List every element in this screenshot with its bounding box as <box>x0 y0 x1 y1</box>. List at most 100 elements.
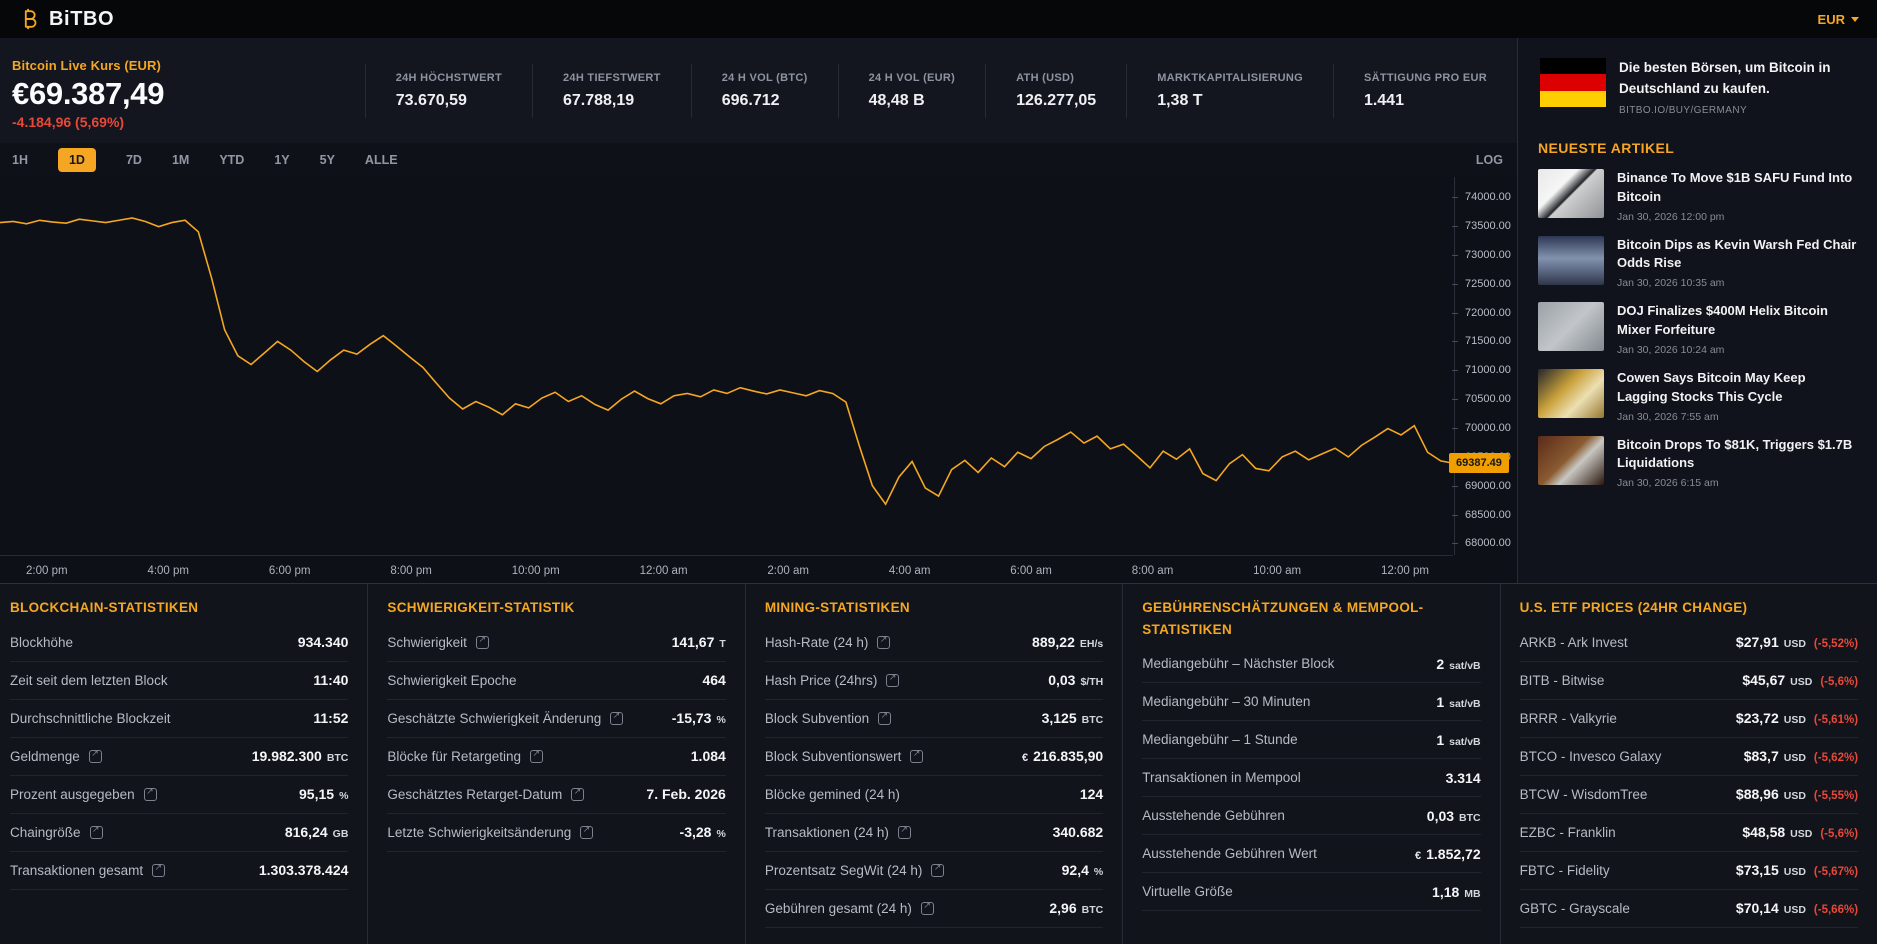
stat-value-unit: USD <box>1784 638 1806 650</box>
stat-label: Hash-Rate (24 h) <box>765 635 891 650</box>
article-item[interactable]: Cowen Says Bitcoin May Keep Lagging Stoc… <box>1538 369 1857 423</box>
panel-blockchain-stats: BLOCKCHAIN-STATISTIKEN Blockhöhe 934.340… <box>0 584 368 944</box>
stat-row: BTCO - Invesco Galaxy $83,7 USD (-5,62%) <box>1520 738 1858 776</box>
stat-value-number: $73,15 <box>1736 862 1779 878</box>
stat-value: $73,15 USD (-5,67%) <box>1736 862 1858 878</box>
external-link-icon[interactable] <box>571 788 584 801</box>
external-link-icon[interactable] <box>886 674 899 687</box>
range-button[interactable]: 1Y <box>274 148 289 172</box>
range-button[interactable]: 5Y <box>320 148 335 172</box>
range-button[interactable]: 1D <box>58 148 96 172</box>
stat-value-number: 934.340 <box>298 634 349 650</box>
external-link-icon[interactable] <box>89 750 102 763</box>
article-item[interactable]: DOJ Finalizes $400M Helix Bitcoin Mixer … <box>1538 302 1857 356</box>
stat-value-unit: USD <box>1790 676 1812 688</box>
stat-label: Geschätztes Retarget-Datum <box>387 787 584 802</box>
stat-value-number: 1 <box>1436 694 1444 710</box>
external-link-icon[interactable] <box>476 636 489 649</box>
stat-label: Geschätzte Schwierigkeit Änderung <box>387 711 623 726</box>
stat-value-unit: BTC <box>1082 904 1104 916</box>
stat-label-text: Transaktionen in Mempool <box>1142 770 1301 785</box>
external-link-icon[interactable] <box>610 712 623 725</box>
article-info: Cowen Says Bitcoin May Keep Lagging Stoc… <box>1617 369 1857 423</box>
stat-label-text: Mediangebühr – 1 Stunde <box>1142 732 1297 747</box>
market-stat-value: 1,38 T <box>1157 92 1303 110</box>
price-line <box>0 218 1454 504</box>
article-item[interactable]: Bitcoin Drops To $81K, Triggers $1.7B Li… <box>1538 436 1857 490</box>
article-info: Binance To Move $1B SAFU Fund Into Bitco… <box>1617 169 1857 223</box>
external-link-icon[interactable] <box>530 750 543 763</box>
article-item[interactable]: Binance To Move $1B SAFU Fund Into Bitco… <box>1538 169 1857 223</box>
log-scale-toggle[interactable]: LOG <box>1476 153 1503 167</box>
external-link-icon[interactable] <box>152 864 165 877</box>
stat-value: € 216.835,90 <box>1022 748 1103 764</box>
stat-value-number: 11:52 <box>313 710 348 726</box>
external-link-icon[interactable] <box>898 826 911 839</box>
range-button[interactable]: 1H <box>12 148 28 172</box>
stat-value: 19.982.300 BTC <box>252 748 349 764</box>
range-button[interactable]: ALLE <box>365 148 398 172</box>
external-link-icon[interactable] <box>910 750 923 763</box>
chart-plot-area[interactable] <box>0 177 1454 555</box>
x-axis-tick: 2:00 pm <box>26 565 68 577</box>
external-link-icon[interactable] <box>877 636 890 649</box>
x-axis-tick: 12:00 am <box>640 565 688 577</box>
stat-value: 2,96 BTC <box>1049 900 1103 916</box>
stat-value: 816,24 GB <box>285 824 349 840</box>
currency-selector[interactable]: EUR <box>1818 12 1859 27</box>
stat-value-number: 11:40 <box>313 672 348 688</box>
stat-label-text: ARKB - Ark Invest <box>1520 635 1628 650</box>
external-link-icon[interactable] <box>878 712 891 725</box>
range-button[interactable]: 1M <box>172 148 189 172</box>
market-stat-label: SÄTTIGUNG PRO EUR <box>1364 72 1487 84</box>
stat-value-number: 216.835,90 <box>1033 748 1103 764</box>
stat-value: 2 sat/vB <box>1436 656 1480 672</box>
external-link-icon[interactable] <box>90 826 103 839</box>
stat-row: BRRR - Valkyrie $23,72 USD (-5,61%) <box>1520 700 1858 738</box>
stat-value: 124 <box>1080 786 1103 802</box>
stat-row: ARKB - Ark Invest $27,91 USD (-5,52%) <box>1520 624 1858 662</box>
stat-value: 934.340 <box>298 634 349 650</box>
stat-value: 464 <box>702 672 725 688</box>
market-stat-label: 24H TIEFSTWERT <box>563 72 661 84</box>
panel-title: BLOCKCHAIN-STATISTIKEN <box>10 597 348 619</box>
stat-change: (-5,6%) <box>1820 676 1858 688</box>
stat-row: Letzte Schwierigkeitsänderung -3,28 % <box>387 814 725 852</box>
stat-label-text: Prozentsatz SegWit (24 h) <box>765 863 923 878</box>
promo-banner[interactable]: Die besten Börsen, um Bitcoin in Deutsch… <box>1538 50 1857 130</box>
range-button[interactable]: YTD <box>219 148 244 172</box>
stat-label: BTCW - WisdomTree <box>1520 787 1648 802</box>
external-link-icon[interactable] <box>931 864 944 877</box>
article-date: Jan 30, 2026 7:55 am <box>1617 411 1857 423</box>
logo-text: BiTBO <box>49 8 114 31</box>
market-stat-label: 24 H VOL (BTC) <box>722 72 808 84</box>
y-axis-tick: 72500.00 <box>1465 278 1511 290</box>
stat-label-text: Transaktionen (24 h) <box>765 825 889 840</box>
stat-row: Ausstehende Gebühren Wert € 1.852,72 <box>1142 835 1480 873</box>
stat-value-number: 1,18 <box>1432 884 1459 900</box>
stat-value-unit: BTC <box>1082 714 1104 726</box>
stat-label: Virtuelle Größe <box>1142 884 1233 899</box>
bitbo-logo[interactable]: BiTBO <box>18 8 114 31</box>
stat-label-text: Geschätztes Retarget-Datum <box>387 787 562 802</box>
stat-label-text: EZBC - Franklin <box>1520 825 1616 840</box>
external-link-icon[interactable] <box>921 902 934 915</box>
article-date: Jan 30, 2026 10:24 am <box>1617 344 1857 356</box>
stat-label-text: Mediangebühr – Nächster Block <box>1142 656 1334 671</box>
range-button[interactable]: 7D <box>126 148 142 172</box>
market-stat: MARKTKAPITALISIERUNG 1,38 T <box>1126 64 1333 118</box>
external-link-icon[interactable] <box>144 788 157 801</box>
stat-value-number: 124 <box>1080 786 1103 802</box>
stat-value: 1,18 MB <box>1432 884 1481 900</box>
article-item[interactable]: Bitcoin Dips as Kevin Warsh Fed Chair Od… <box>1538 236 1857 290</box>
stat-value: 3.314 <box>1446 770 1481 786</box>
external-link-icon[interactable] <box>580 826 593 839</box>
stat-value-number: 2 <box>1436 656 1444 672</box>
stat-label-text: GBTC - Grayscale <box>1520 901 1630 916</box>
stat-value-number: 0,03 <box>1427 808 1454 824</box>
current-price-badge: 69387.49 <box>1449 453 1509 473</box>
stat-row: GBTC - Grayscale $70,14 USD (-5,66%) <box>1520 890 1858 928</box>
bitbo-logo-icon <box>18 8 40 30</box>
stat-value-unit: USD <box>1784 752 1806 764</box>
stat-row: Virtuelle Größe 1,18 MB <box>1142 873 1480 911</box>
